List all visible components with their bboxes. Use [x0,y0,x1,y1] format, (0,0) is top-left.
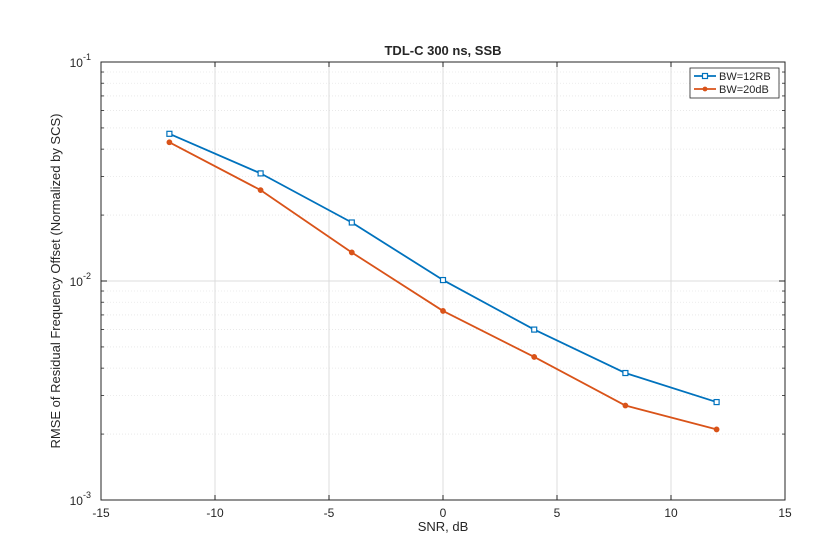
y-tick-labels: 10-3 10-2 10-1 [70,52,91,508]
series-2 [166,139,720,433]
data-point [439,276,447,284]
chart-title: TDL-C 300 ns, SSB [384,43,501,58]
series-layer [166,130,720,433]
legend-marker [702,86,708,92]
x-axis-label: SNR, dB [418,519,469,534]
x-tick-label: -10 [206,506,224,520]
x-tick-label: -15 [92,506,110,520]
x-tick-label: 0 [440,506,447,520]
x-tick-label: 15 [778,506,792,520]
data-point [257,170,264,177]
legend-marker [701,72,709,80]
y-tick-label: 10-3 [70,490,91,508]
data-point [348,219,355,226]
legend-entry: BW=12RB [694,71,771,83]
data-point [348,249,355,256]
data-point [531,326,538,333]
data-point [257,187,264,194]
y-tick-label: 10-2 [70,271,91,289]
legend-label: BW=20dB [719,84,769,96]
data-point [622,369,629,377]
data-point [166,130,173,137]
data-point [166,139,173,146]
data-point [531,354,538,360]
x-tick-label: 10 [664,506,678,520]
data-point [440,308,446,314]
x-tick-label: 5 [554,506,561,520]
data-point [713,398,720,406]
series-1 [166,130,720,406]
legend-label: BW=12RB [719,71,771,83]
x-tick-label: -5 [324,506,335,520]
data-point [713,426,720,433]
x-tick-labels: -15 -10 -5 0 5 10 15 [92,506,792,520]
axis-ticks [100,61,786,501]
legend-entry: BW=20dB [694,84,769,96]
data-point [622,402,629,409]
y-axis-label: RMSE of Residual Frequency Offset (Norma… [48,114,63,449]
y-tick-label: 10-1 [70,52,91,70]
